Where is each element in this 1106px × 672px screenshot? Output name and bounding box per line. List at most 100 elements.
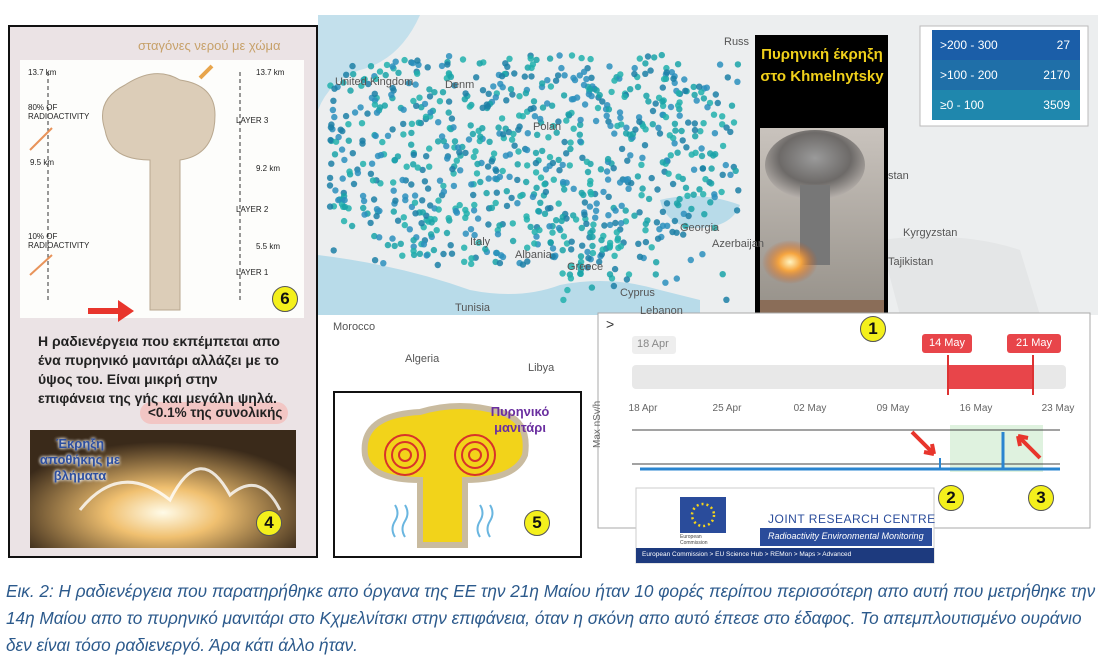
map-land bbox=[880, 236, 1040, 315]
station-dot bbox=[570, 74, 577, 82]
station-dot bbox=[626, 131, 633, 138]
station-dot bbox=[373, 206, 381, 213]
station-dot bbox=[599, 246, 606, 253]
station-dot bbox=[517, 192, 524, 200]
station-dot bbox=[367, 62, 375, 70]
station-dot bbox=[553, 129, 560, 136]
station-dot bbox=[383, 61, 391, 69]
station-dot bbox=[339, 175, 346, 182]
jrc-logo-text: European Commission bbox=[680, 534, 708, 546]
station-dot bbox=[587, 177, 594, 185]
station-dot bbox=[522, 90, 530, 97]
station-dot bbox=[453, 209, 461, 216]
station-dot bbox=[496, 259, 504, 267]
panel-4-label: Έκρηξη αποθήκης με βλήματα bbox=[39, 436, 121, 483]
station-dot bbox=[652, 100, 659, 107]
station-dot bbox=[596, 258, 603, 266]
station-dot bbox=[631, 70, 638, 78]
slider-range[interactable] bbox=[948, 365, 1033, 389]
station-dot bbox=[648, 174, 655, 182]
station-dot bbox=[618, 202, 625, 209]
station-dot bbox=[335, 196, 342, 204]
station-dot bbox=[342, 112, 350, 120]
station-dot bbox=[340, 217, 348, 225]
station-dot bbox=[588, 191, 595, 198]
station-dot bbox=[426, 163, 433, 170]
station-dot bbox=[449, 165, 456, 173]
station-dot bbox=[461, 258, 468, 265]
legend-range: ≥0 - 100 bbox=[940, 98, 984, 112]
mushroom-rings bbox=[384, 434, 496, 476]
station-dot bbox=[699, 251, 706, 258]
station-dot bbox=[586, 203, 594, 210]
station-dot bbox=[343, 71, 350, 79]
station-dot bbox=[674, 149, 681, 156]
station-dot bbox=[479, 104, 486, 112]
station-dot bbox=[672, 127, 679, 134]
station-dot bbox=[612, 207, 619, 214]
station-dot bbox=[524, 258, 531, 265]
station-dot bbox=[567, 139, 574, 146]
station-dot bbox=[508, 194, 515, 202]
station-dot bbox=[549, 253, 556, 260]
station-dot bbox=[617, 71, 624, 78]
station-dot bbox=[665, 170, 672, 177]
station-dot bbox=[485, 221, 492, 228]
station-dot bbox=[673, 229, 680, 236]
station-dot bbox=[400, 214, 407, 221]
station-dot bbox=[341, 203, 349, 211]
station-dot bbox=[704, 104, 711, 111]
station-dot bbox=[568, 246, 575, 253]
station-dot bbox=[682, 87, 689, 95]
station-dot bbox=[624, 157, 631, 164]
start-chip bbox=[632, 336, 676, 354]
station-dot bbox=[727, 128, 734, 136]
photo-detail bbox=[78, 467, 282, 511]
station-dot bbox=[415, 119, 422, 126]
station-dot bbox=[641, 142, 649, 149]
station-dot bbox=[447, 242, 454, 249]
station-dot bbox=[503, 202, 511, 210]
station-dot bbox=[400, 131, 407, 138]
station-dot bbox=[719, 271, 726, 278]
station-dot bbox=[544, 77, 551, 84]
arrow bbox=[198, 64, 214, 80]
highlight-pill bbox=[140, 402, 288, 424]
station-dot bbox=[506, 55, 513, 62]
station-dot bbox=[339, 127, 346, 135]
station-dot bbox=[719, 171, 726, 178]
station-dot bbox=[414, 164, 421, 171]
station-dot bbox=[348, 222, 356, 230]
station-dot bbox=[397, 240, 404, 247]
station-dot bbox=[659, 84, 666, 91]
station-dot bbox=[681, 76, 688, 83]
station-dot bbox=[625, 271, 633, 278]
station-dot bbox=[358, 120, 366, 127]
station-dot bbox=[346, 168, 353, 175]
station-dot bbox=[718, 188, 725, 196]
station-dot bbox=[616, 109, 624, 116]
station-dot bbox=[711, 130, 719, 137]
station-dot bbox=[636, 209, 643, 216]
station-dot bbox=[732, 167, 739, 174]
station-dot bbox=[358, 82, 365, 89]
station-dot bbox=[560, 92, 568, 99]
station-dot bbox=[605, 212, 612, 219]
panel-1-date: 13 Μαίου bbox=[793, 341, 850, 356]
station-dot bbox=[606, 63, 613, 70]
station-dot bbox=[613, 229, 620, 236]
toggle: > bbox=[606, 316, 615, 332]
station-dot bbox=[530, 98, 538, 105]
station-dot bbox=[532, 149, 540, 157]
station-dot bbox=[623, 276, 631, 283]
legend-count: 3509 bbox=[1043, 98, 1070, 112]
station-dot bbox=[361, 211, 368, 218]
panel-1-title: Πυρηνική έκρηξη στο Khmelnytsky bbox=[760, 46, 884, 85]
badge: 5 bbox=[524, 510, 550, 536]
station-dot bbox=[621, 93, 628, 101]
station-dot bbox=[598, 236, 605, 244]
station-dot bbox=[548, 102, 556, 109]
station-dot bbox=[380, 260, 387, 267]
station-dot bbox=[653, 259, 660, 266]
